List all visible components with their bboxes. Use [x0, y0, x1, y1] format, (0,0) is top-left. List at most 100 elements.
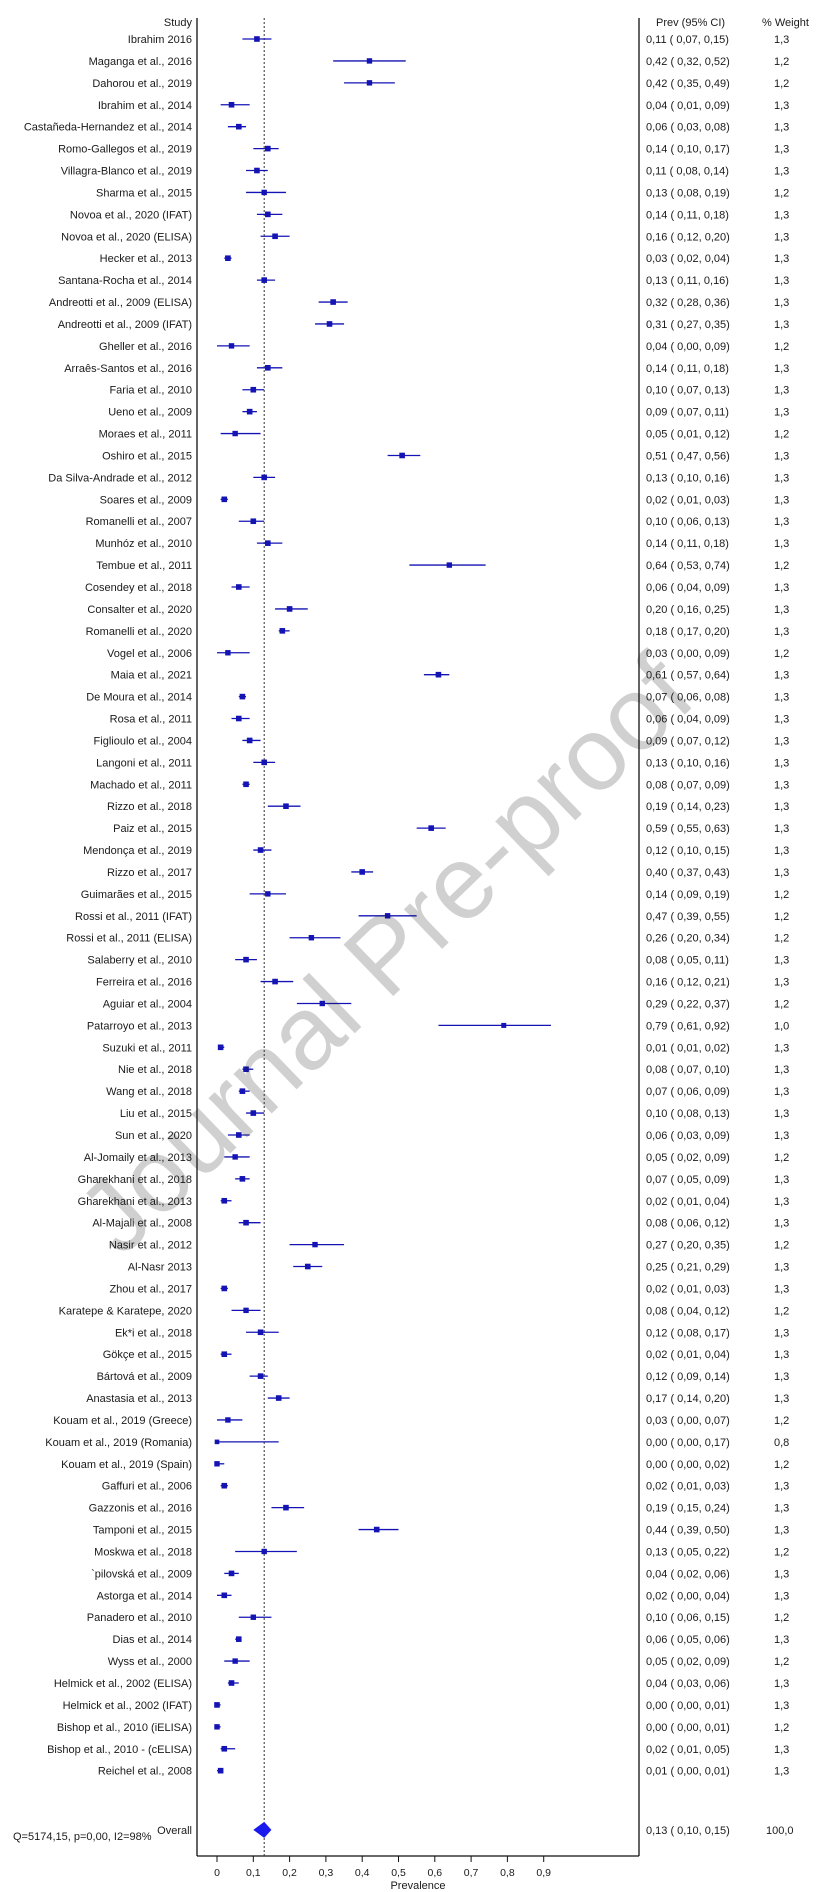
study-label: Bishop et al., 2010 (iELISA): [57, 1722, 192, 1734]
weight-value: 1,3: [774, 319, 789, 331]
point-estimate: [399, 452, 405, 459]
x-tick-label: 0,6: [427, 1867, 442, 1879]
weight-value: 1,2: [774, 1546, 789, 1558]
ci-value: 0,02 ( 0,01, 0,03): [646, 494, 730, 506]
ci-value: 0,10 ( 0,07, 0,13): [646, 385, 730, 397]
study-label: Liu et al., 2015: [120, 1108, 192, 1120]
point-estimate: [446, 562, 453, 568]
ci-value: 0,03 ( 0,02, 0,04): [646, 253, 730, 265]
study-row: Sun et al., 2020 0,06 ( 0,03, 0,09) 1,3: [115, 1130, 789, 1142]
ci-value: 0,01 ( 0,01, 0,02): [646, 1042, 730, 1054]
weight-value: 1,2: [774, 1240, 789, 1252]
study-label: Gheller et al., 2016: [99, 341, 192, 353]
ci-value: 0,31 ( 0,27, 0,35): [646, 319, 730, 331]
study-label: Romo-Gallegos et al., 2019: [58, 144, 192, 156]
ci-value: 0,00 ( 0,00, 0,01): [646, 1700, 730, 1712]
study-label: Gaffuri et al., 2006: [102, 1481, 192, 1493]
weight-value: 1,3: [774, 1218, 789, 1230]
study-row: Nie et al., 2018 0,08 ( 0,07, 0,10) 1,3: [118, 1064, 789, 1076]
point-estimate: [239, 1088, 246, 1094]
study-row: De Moura et al., 2014 0,07 ( 0,06, 0,08) 1…: [86, 692, 789, 704]
study-row: Gharekhani et al., 2018 0,07 ( 0,05, 0,09…: [78, 1174, 790, 1186]
ci-value: 0,13 ( 0,10, 0,16): [646, 757, 730, 769]
weight-value: 1,3: [774, 1064, 789, 1076]
overall-diamond: [253, 1821, 272, 1838]
point-estimate: [225, 255, 231, 261]
x-tick-label: 0,9: [536, 1867, 551, 1879]
header-weight: % Weight: [762, 17, 809, 29]
study-row: Mendonça et al., 2019 0,12 ( 0,10, 0,15) 1…: [83, 845, 789, 857]
point-estimate: [366, 80, 373, 86]
ci-value: 0,04 ( 0,00, 0,09): [646, 341, 730, 353]
point-estimate: [243, 1219, 249, 1226]
overall-weight-value: 100,0: [766, 1825, 794, 1837]
ci-value: 0,03 ( 0,00, 0,07): [646, 1415, 730, 1427]
study-row: Novoa et al., 2020 (IFAT) 0,14 ( 0,11, 0,…: [70, 209, 789, 221]
study-row: Guimarães et al., 2015 0,14 ( 0,09, 0,19)…: [81, 889, 790, 901]
weight-value: 1,3: [774, 1481, 789, 1493]
ci-value: 0,10 ( 0,08, 0,13): [646, 1108, 730, 1120]
weight-value: 1,3: [774, 407, 789, 419]
study-row: Ibrahim et al., 2014 0,04 ( 0,01, 0,09) 1,…: [98, 100, 789, 112]
study-label: Munhóz et al., 2010: [95, 538, 192, 550]
study-label: Ek*i et al., 2018: [115, 1327, 192, 1339]
study-row: Moskwa et al., 2018 0,13 ( 0,05, 0,22) 1,2: [94, 1546, 789, 1558]
x-tick-label: 0,1: [246, 1867, 261, 1879]
study-row: Astorga et al., 2014 0,02 ( 0,00, 0,04) 1,…: [97, 1590, 790, 1602]
study-label: Maganga et al., 2016: [89, 56, 192, 68]
ci-value: 0,10 ( 0,06, 0,15): [646, 1612, 730, 1624]
study-label: Consalter et al., 2020: [87, 604, 192, 616]
point-estimate: [246, 408, 253, 415]
ci-value: 0,13 ( 0,05, 0,22): [646, 1546, 730, 1558]
point-estimate: [265, 540, 271, 546]
weight-value: 1,3: [774, 494, 789, 506]
ci-value: 0,08 ( 0,07, 0,10): [646, 1064, 730, 1076]
study-label: Ferreira et al., 2016: [96, 977, 192, 989]
study-label: Maia et al., 2021: [111, 670, 192, 682]
overall-row: Overall 0,13 ( 0,10, 0,15) 100,0: [157, 1821, 794, 1838]
weight-value: 1,3: [774, 1393, 789, 1405]
ci-value: 0,14 ( 0,09, 0,19): [646, 889, 730, 901]
study-row: Zhou et al., 2017 0,02 ( 0,01, 0,03) 1,3: [109, 1283, 789, 1295]
ci-value: 0,07 ( 0,05, 0,09): [646, 1174, 730, 1186]
study-row: Langoni et al., 2011 0,13 ( 0,10, 0,16) 1,…: [96, 757, 789, 769]
weight-value: 1,3: [774, 1634, 789, 1646]
point-estimate: [326, 321, 333, 327]
ci-value: 0,07 ( 0,06, 0,08): [646, 692, 730, 704]
study-label: Rizzo et al., 2018: [107, 801, 192, 813]
weight-value: 1,3: [774, 1678, 789, 1690]
study-row: Andreotti et al., 2009 (ELISA) 0,32 ( 0,2…: [49, 297, 789, 309]
study-row: Soares et al., 2009 0,02 ( 0,01, 0,03) 1,3: [100, 494, 790, 506]
study-label: Aguiar et al., 2004: [103, 998, 192, 1010]
weight-value: 1,3: [774, 231, 789, 243]
x-axis-label: Prevalence: [390, 1880, 445, 1892]
study-row: Al-Jomaily et al., 2013 0,05 ( 0,02, 0,09…: [84, 1152, 790, 1164]
weight-value: 1,2: [774, 1415, 789, 1427]
ci-value: 0,14 ( 0,11, 0,18): [646, 363, 729, 375]
point-estimate: [265, 365, 271, 371]
point-estimate: [308, 935, 315, 941]
point-estimate: [221, 1197, 228, 1204]
ci-value: 0,00 ( 0,00, 0,01): [646, 1722, 730, 1734]
overall-label: Overall: [157, 1825, 192, 1837]
ci-value: 0,42 ( 0,35, 0,49): [646, 78, 730, 90]
study-row: Panadero et al., 2010 0,10 ( 0,06, 0,15) 1…: [87, 1612, 790, 1624]
point-estimate: [250, 1110, 257, 1116]
study-label: Anastasia et al., 2013: [86, 1393, 192, 1405]
ci-value: 0,12 ( 0,09, 0,14): [646, 1371, 730, 1383]
weight-value: 1,3: [774, 275, 789, 287]
ci-value: 0,02 ( 0,01, 0,04): [646, 1349, 730, 1361]
ci-value: 0,03 ( 0,00, 0,09): [646, 648, 730, 660]
weight-value: 1,3: [774, 1327, 789, 1339]
ci-value: 0,04 ( 0,03, 0,06): [646, 1678, 730, 1690]
point-estimate: [235, 584, 242, 590]
ci-value: 0,08 ( 0,06, 0,12): [646, 1218, 730, 1230]
weight-value: 1,2: [774, 187, 789, 199]
study-label: Rizzo et al., 2017: [107, 867, 192, 879]
study-row: Gaffuri et al., 2006 0,02 ( 0,01, 0,03) 1,…: [102, 1481, 790, 1493]
weight-value: 1,3: [774, 1086, 789, 1098]
weight-value: 1,3: [774, 845, 789, 857]
ci-value: 0,06 ( 0,04, 0,09): [646, 714, 730, 726]
weight-value: 1,3: [774, 253, 789, 265]
study-label: Al-Jomaily et al., 2013: [84, 1152, 192, 1164]
